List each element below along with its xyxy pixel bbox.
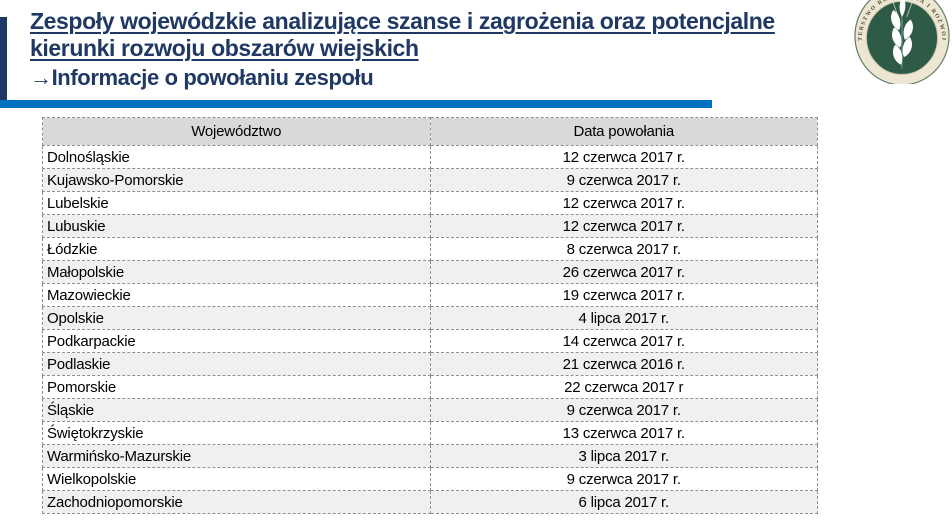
voivodeship-cell: Warmińsko-Mazurskie [42,444,431,468]
appointment-date-cell: 14 czerwca 2017 r. [429,329,818,353]
appointment-date-cell: 12 czerwca 2017 r. [429,214,818,238]
column-header-wojewodztwo: Województwo [42,117,431,146]
appointment-date-cell: 9 czerwca 2017 r. [429,168,818,192]
table-row: Mazowieckie 19 czerwca 2017 r. [42,283,818,307]
voivodeship-cell: Lubuskie [42,214,431,238]
appointment-date-cell: 21 czerwca 2016 r. [429,352,818,376]
table-row: Podlaskie 21 czerwca 2016 r. [42,352,818,376]
voivodeship-cell: Kujawsko-Pomorskie [42,168,431,192]
page-title-line1: Zespoły wojewódzkie analizujące szanse i… [30,8,775,34]
table-row: Małopolskie 26 czerwca 2017 r. [42,260,818,284]
voivodeship-cell: Dolnośląskie [42,145,431,169]
table-row: Pomorskie 22 czerwca 2017 r [42,375,818,399]
voivodeship-cell: Łódzkie [42,237,431,261]
left-accent-stripe [0,17,7,101]
voivodeship-cell: Zachodniopomorskie [42,490,431,514]
appointment-date-cell: 9 czerwca 2017 r. [429,467,818,491]
table-row: Wielkopolskie 9 czerwca 2017 r. [42,467,818,491]
appointment-date-cell: 13 czerwca 2017 r. [429,421,818,445]
voivodeship-cell: Śląskie [42,398,431,422]
appointment-date-cell: 12 czerwca 2017 r. [429,145,818,169]
table-row: Dolnośląskie 12 czerwca 2017 r. [42,145,818,169]
table-row: Lubuskie 12 czerwca 2017 r. [42,214,818,238]
table-row: Lubelskie 12 czerwca 2017 r. [42,191,818,215]
voivodeship-cell: Wielkopolskie [42,467,431,491]
voivodeship-table: Województwo Data powołania Dolnośląskie 1… [42,117,818,514]
appointment-date-cell: 9 czerwca 2017 r. [429,398,818,422]
voivodeship-cell: Pomorskie [42,375,431,399]
column-header-data-powolania: Data powołania [429,117,818,146]
voivodeship-cell: Podkarpackie [42,329,431,353]
voivodeship-cell: Opolskie [42,306,431,330]
table-row: Śląskie 9 czerwca 2017 r. [42,398,818,422]
ministry-seal-icon: MINISTERSTWO ROLNICTWA I ROZWOJU WSI [854,0,950,84]
table-row: Świętokrzyskie 13 czerwca 2017 r. [42,421,818,445]
appointment-date-cell: 8 czerwca 2017 r. [429,237,818,261]
page-subtitle: →Informacje o powołaniu zespołu [30,65,374,90]
table-row: Warmińsko-Mazurskie 3 lipca 2017 r. [42,444,818,468]
voivodeship-cell: Podlaskie [42,352,431,376]
voivodeship-cell: Małopolskie [42,260,431,284]
appointment-date-cell: 3 lipca 2017 r. [429,444,818,468]
table-row: Kujawsko-Pomorskie 9 czerwca 2017 r. [42,168,818,192]
appointment-date-cell: 26 czerwca 2017 r. [429,260,818,284]
blue-divider-bar [0,100,712,108]
table-header-row: Województwo Data powołania [42,117,818,146]
table-row: Podkarpackie 14 czerwca 2017 r. [42,329,818,353]
table-row: Łódzkie 8 czerwca 2017 r. [42,237,818,261]
table-row: Zachodniopomorskie 6 lipca 2017 r. [42,490,818,514]
appointment-date-cell: 12 czerwca 2017 r. [429,191,818,215]
wheat-ear-glyph [891,0,914,69]
page-title-line2: kierunki rozwoju obszarów wiejskich [30,35,419,61]
voivodeship-cell: Mazowieckie [42,283,431,307]
slide-header: Zespoły wojewódzkie analizujące szanse i… [30,8,860,91]
appointment-date-cell: 22 czerwca 2017 r [429,375,818,399]
voivodeship-cell: Lubelskie [42,191,431,215]
appointment-date-cell: 19 czerwca 2017 r. [429,283,818,307]
table-row: Opolskie 4 lipca 2017 r. [42,306,818,330]
appointment-date-cell: 6 lipca 2017 r. [429,490,818,514]
voivodeship-cell: Świętokrzyskie [42,421,431,445]
appointment-date-cell: 4 lipca 2017 r. [429,306,818,330]
